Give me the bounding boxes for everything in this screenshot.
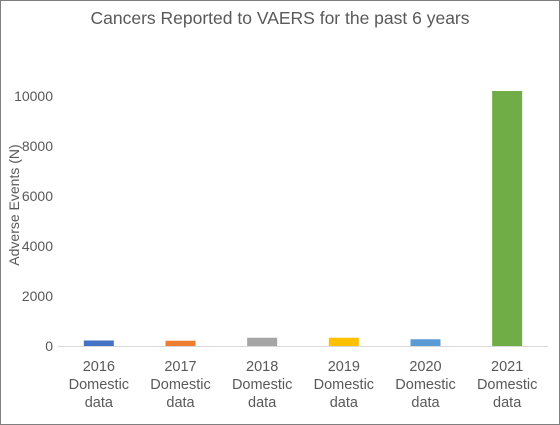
x-tick-label-line: Domestic (476, 377, 538, 393)
x-tick-label-line: 2016 (82, 359, 115, 375)
x-tick-label-2019: 2019 Domestic data (302, 358, 386, 412)
bar-2016 (83, 340, 114, 346)
bar-2021 (492, 91, 523, 346)
x-tick-label-line: Domestic (68, 377, 130, 393)
x-tick-label-line: 2020 (409, 359, 442, 375)
y-tick-label-1: 2000 (22, 288, 53, 304)
y-tick-label-2: 4000 (22, 238, 53, 254)
x-tick-label-line: Domestic (150, 377, 211, 393)
bar-2017 (165, 340, 196, 346)
y-tick-label-4: 8000 (22, 138, 53, 154)
y-tick-label-5: 10000 (14, 88, 53, 104)
y-tick-label-0: 0 (45, 338, 53, 354)
x-tick-label-2017: 2017 Domestic data (139, 358, 223, 412)
y-tick-label-3: 6000 (22, 188, 53, 204)
bar-2018 (247, 337, 278, 346)
bar-2019 (328, 337, 359, 346)
x-tick-label-line: 2017 (164, 359, 197, 375)
x-tick-label-line: data (493, 395, 522, 411)
x-tick-label-2020: 2020 Domestic data (384, 358, 468, 412)
x-tick-label-line: data (248, 395, 277, 411)
chart-title: Cancers Reported to VAERS for the past 6… (90, 8, 470, 28)
x-tick-label-2016: 2016 Domestic data (57, 358, 141, 412)
x-tick-label-line: data (411, 395, 440, 411)
x-tick-label-line: data (84, 395, 113, 411)
x-tick-label-line: Domestic (395, 377, 456, 393)
x-tick-label-line: data (166, 395, 195, 411)
x-tick-label-line: 2021 (491, 359, 524, 375)
x-tick-label-line: 2018 (246, 359, 279, 375)
x-tick-label-line: Domestic (231, 377, 293, 393)
bar-2020 (410, 339, 441, 346)
x-tick-label-line: 2019 (327, 359, 360, 375)
x-tick-label-line: Domestic (313, 377, 375, 393)
x-tick-label-2018: 2018 Domestic data (220, 358, 304, 412)
x-tick-label-line: data (329, 395, 358, 411)
x-tick-label-2021: 2021 Domestic data (465, 358, 549, 412)
